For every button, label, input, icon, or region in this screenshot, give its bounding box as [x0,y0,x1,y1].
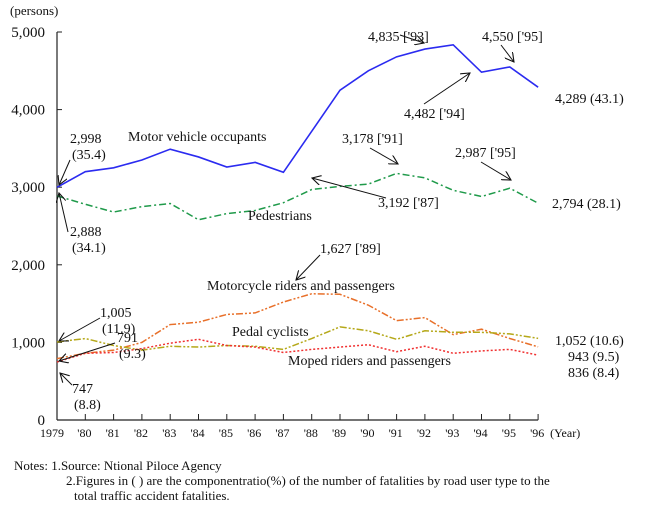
y-axis-label: (persons) [10,3,58,18]
annotation-arrow [399,34,424,43]
x-tick-label: '94 [474,426,488,440]
y-tick-label: 1,000 [11,335,45,351]
data-annotation: 1,627 ['89] [320,242,381,257]
series-label: Pedal cyclists [232,325,309,340]
series-label: Motor vehicle occupants [128,130,266,145]
data-annotation: 4,289 (43.1) [555,92,624,107]
x-tick-label: '90 [360,426,374,440]
annotation-arrow [59,317,101,341]
data-annotation: 2,987 ['95] [455,146,516,161]
annotation-arrow [296,254,321,280]
data-annotation-share: (8.8) [74,398,101,413]
data-annotation: 4,835 ['93] [368,30,429,45]
data-annotation: 943 (9.5) [568,350,620,365]
x-axis-label: (Year) [550,426,580,440]
x-tick-label: '81 [106,426,120,440]
annotation-arrow [59,342,116,361]
x-tick-label: '88 [304,426,318,440]
note-figures: 2.Figures in ( ) are the componentratio(… [66,473,550,488]
data-annotation: 4,482 ['94] [404,107,465,122]
data-annotation: 836 (8.4) [568,366,620,381]
annotation-arrow [59,193,69,233]
data-annotation-share: (9.3) [119,347,146,362]
x-tick-label: '96 [530,426,544,440]
x-tick-label: '95 [502,426,516,440]
x-tick-label: '89 [332,426,346,440]
series-line-motorcycle-riders-and-passengers [56,292,539,360]
note-figures-cont: total traffic accident fatalities. [74,488,230,503]
x-tick-label: '93 [445,426,459,440]
data-annotation: 1,005 [100,306,132,321]
y-tick-label: 2,000 [11,258,45,274]
y-tick-label: 4,000 [11,103,45,119]
data-annotation: 1,052 (10.6) [555,334,624,349]
data-annotation: 2,998 [70,132,102,147]
annotation-arrow [480,161,511,180]
x-tick-label: '83 [162,426,176,440]
annotation-arrow [500,44,514,62]
y-tick-label: 0 [38,413,46,429]
annotation-arrow [60,373,73,386]
series-line-moped-riders-and-passengers [56,338,539,363]
x-tick-label: '86 [247,426,261,440]
annotation-arrow [59,159,71,185]
line-chart: 0 1,000 2,000 3,000 4,000 5,000 (persons) 1979 '… [10,3,624,440]
x-tick-label: '87 [275,426,289,440]
series-label: Pedestrians [248,209,312,224]
note-source: Notes: 1.Source: Ntional Piloce Agency [14,458,222,473]
y-tick-label: 5,000 [11,25,45,41]
x-tick-label: '91 [389,426,403,440]
data-annotation: 4,550 ['95] [482,30,543,45]
data-annotation: 2,794 (28.1) [552,197,621,212]
data-annotation: 3,178 ['91] [342,132,403,147]
x-tick-label: '92 [417,426,431,440]
data-annotation-share: (34.1) [72,241,106,256]
data-annotation: 791 [117,331,138,346]
x-tick-label: '85 [219,426,233,440]
data-annotation: 3,192 ['87] [378,196,439,211]
series-label: Moped riders and passengers [288,354,451,369]
data-annotation-share: (11.9) [102,322,136,337]
y-tick-label: 3,000 [11,180,45,196]
x-tick-label: 1979 [40,426,64,440]
annotation-arrow [312,178,387,199]
series-line-pedestrians [56,172,539,221]
data-annotation-share: (35.4) [72,148,106,163]
data-annotation: 747 [72,382,93,397]
notes: Notes: 1.Source: Ntional Piloce Agency 2… [14,458,550,503]
data-annotation: 2,888 [70,225,102,240]
x-tick-label: '80 [77,426,91,440]
series-label: Motorcycle riders and passengers [207,279,395,294]
annotation-arrow [369,147,398,164]
x-tick-label: '82 [134,426,148,440]
x-tick-label: '84 [191,426,205,440]
annotation-arrow [423,73,470,105]
series-line-motor-vehicle-occupants [56,43,539,189]
